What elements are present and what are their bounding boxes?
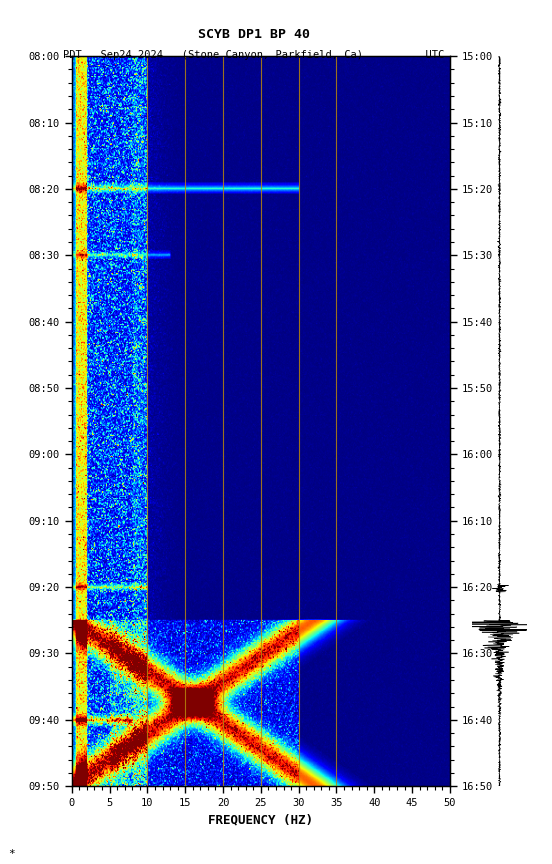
Text: PDT   Sep24,2024   (Stone Canyon, Parkfield, Ca)          UTC: PDT Sep24,2024 (Stone Canyon, Parkfield,… [63,50,444,60]
Text: SCYB DP1 BP 40: SCYB DP1 BP 40 [198,28,310,41]
X-axis label: FREQUENCY (HZ): FREQUENCY (HZ) [208,814,314,827]
Text: *: * [8,849,15,859]
